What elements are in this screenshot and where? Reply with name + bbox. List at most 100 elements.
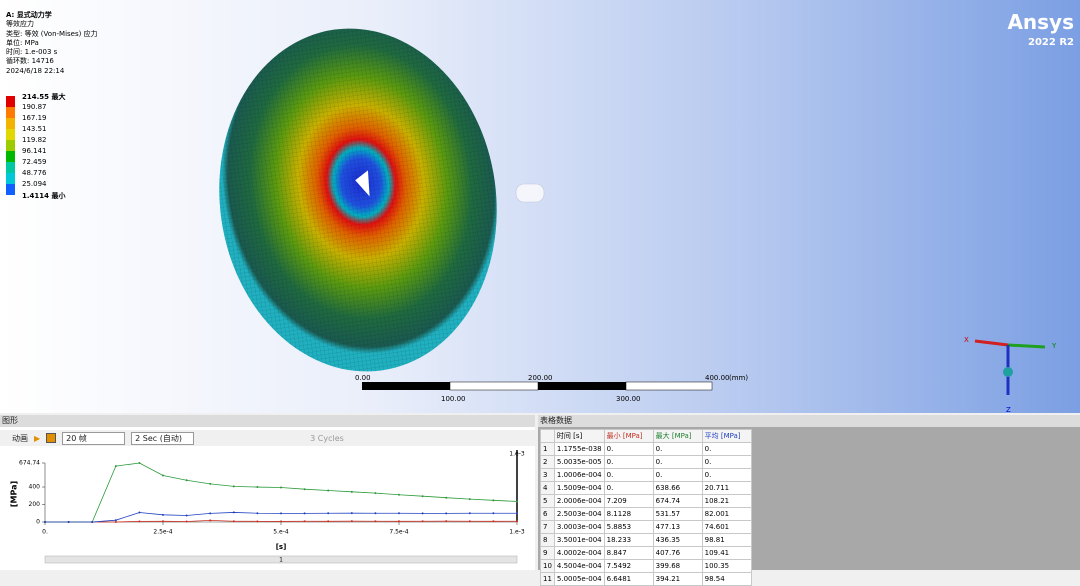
data-table: 时间 [s] 最小 [MPa] 最大 [MPa] 平均 [MPa] 1 1.1755e-0…: [540, 429, 752, 586]
legend-label: 167.19: [22, 114, 47, 122]
table-row: 10 4.5004e-004 7.5492 399.68 100.35: [540, 559, 752, 573]
model-view: X Y Z: [219, 28, 1057, 413]
table-cell: 8.847: [603, 546, 654, 560]
header-cell: [540, 429, 555, 443]
data-point: [421, 495, 424, 498]
table-row: 9 4.0002e-004 8.847 407.76 109.41: [540, 546, 752, 560]
data-point: [468, 512, 471, 515]
frames-select[interactable]: 20 帧: [62, 431, 126, 445]
data-point: [374, 520, 377, 523]
data-point: [91, 521, 94, 523]
table-row: 5 2.0006e-004 7.209 674.74 108.21: [540, 494, 752, 508]
data-point: [421, 520, 424, 523]
info-line: 类型: 等效 (Von-Mises) 应力: [6, 29, 98, 38]
table-cell: 0.: [603, 455, 654, 469]
data-point: [185, 514, 188, 517]
data-point: [67, 521, 70, 523]
data-point: [280, 520, 283, 523]
data-point: [492, 520, 495, 523]
x-tick-label: 5.e-4: [273, 529, 289, 536]
viewport: X Y Z A: 显式动力学 等效应力 类型: 等效 (Von-Mises) 应力单…: [0, 0, 1080, 413]
data-point: [303, 488, 306, 491]
table-cell: 20.711: [701, 481, 752, 495]
data-point: [445, 496, 448, 499]
slider-label: 1: [279, 557, 283, 564]
table-cell: 7.5492: [603, 559, 654, 573]
data-point: [256, 486, 259, 489]
row-index: 10: [540, 559, 555, 573]
info-line: 单位: MPa: [6, 38, 39, 47]
data-point: [232, 520, 235, 523]
data-point: [398, 520, 400, 523]
header-cell: 时间 [s]: [553, 429, 605, 443]
table-cell: 531.57: [652, 507, 703, 521]
y-tick-label: 674.74: [19, 460, 40, 467]
table-cell: 98.54: [701, 572, 752, 586]
data-point: [445, 512, 448, 515]
y-tick-label: 200: [29, 501, 41, 508]
x-tick-label: 0.: [42, 529, 48, 536]
table-cell: 2.5003e-004: [553, 507, 605, 521]
legend-swatch: [6, 118, 15, 129]
header-cell: 最大 [MPa]: [652, 429, 703, 443]
legend-label: 48.776: [22, 169, 47, 177]
animation-label: 动画: [12, 433, 28, 443]
row-index: 7: [540, 520, 555, 534]
cycles-button[interactable]: 3 Cycles: [310, 433, 344, 443]
data-point: [421, 512, 424, 515]
scale-unit: (mm): [729, 374, 749, 382]
data-point: [185, 520, 188, 523]
info-line: 循环数: 14716: [6, 57, 54, 66]
table-cell: 8.1128: [603, 507, 654, 521]
table-row: 11 5.0005e-004 6.6481 394.21 98.54: [540, 572, 752, 586]
table-cell: 0.: [652, 455, 703, 469]
table-cell: 98.81: [701, 533, 752, 547]
disc: [219, 28, 497, 372]
table-cell: 3.0003e-004: [553, 520, 605, 534]
data-point: [280, 486, 283, 489]
legend-swatch: [6, 162, 15, 173]
table-cell: 5.0035e-005: [553, 455, 605, 469]
duration-select[interactable]: 2 Sec (自动): [131, 431, 195, 445]
table-cell: 0.: [701, 442, 752, 456]
table-cell: 2.0006e-004: [553, 494, 605, 508]
info-line: 时间: 1.e-003 s: [6, 48, 58, 57]
legend-label: 25.094: [22, 180, 47, 188]
play-button[interactable]: ▶: [34, 433, 41, 443]
y-axis-label: [MPa]: [10, 481, 19, 507]
data-point: [114, 521, 117, 523]
table-header: 时间 [s] 最小 [MPa] 最大 [MPa] 平均 [MPa]: [540, 429, 752, 443]
data-point: [114, 465, 117, 468]
row-index: 5: [540, 494, 555, 508]
y-tick-label: 0: [36, 519, 40, 526]
data-point: [209, 519, 212, 522]
data-point: [492, 499, 495, 502]
table-row: 3 1.0006e-004 0. 0. 0.: [540, 468, 752, 482]
table-cell: 0.: [603, 442, 654, 456]
scale-label: 300.00: [616, 395, 641, 403]
table-cell: 5.0005e-004: [553, 572, 605, 586]
data-point: [350, 490, 353, 493]
stop-button[interactable]: [46, 433, 57, 443]
info-line: 2024/6/18 22:14: [6, 66, 65, 75]
data-point: [327, 520, 330, 523]
triad-label: Y: [1051, 342, 1057, 350]
table-cell: 0.: [701, 455, 752, 469]
data-point: [232, 485, 235, 488]
data-point: [138, 520, 141, 523]
header-cell: 最小 [MPa]: [603, 429, 654, 443]
data-point: [492, 512, 495, 515]
table-cell: 0.: [652, 468, 703, 482]
data-point: [280, 512, 283, 515]
table-cell: 18.233: [603, 533, 654, 547]
table-cell: 109.41: [701, 546, 752, 560]
table-panel: 表格数据 时间 [s] 最小 [MPa] 最大 [MPa] 平均 [MPa] 1 1.17…: [538, 415, 1080, 586]
table-cell: 407.76: [652, 546, 703, 560]
table-cell: 0.: [603, 468, 654, 482]
table-cell: 638.66: [652, 481, 703, 495]
x-tick-label: 1.e-3: [509, 529, 525, 536]
data-point: [209, 482, 212, 485]
legend-label: 119.82: [22, 136, 47, 144]
data-point: [185, 479, 188, 482]
